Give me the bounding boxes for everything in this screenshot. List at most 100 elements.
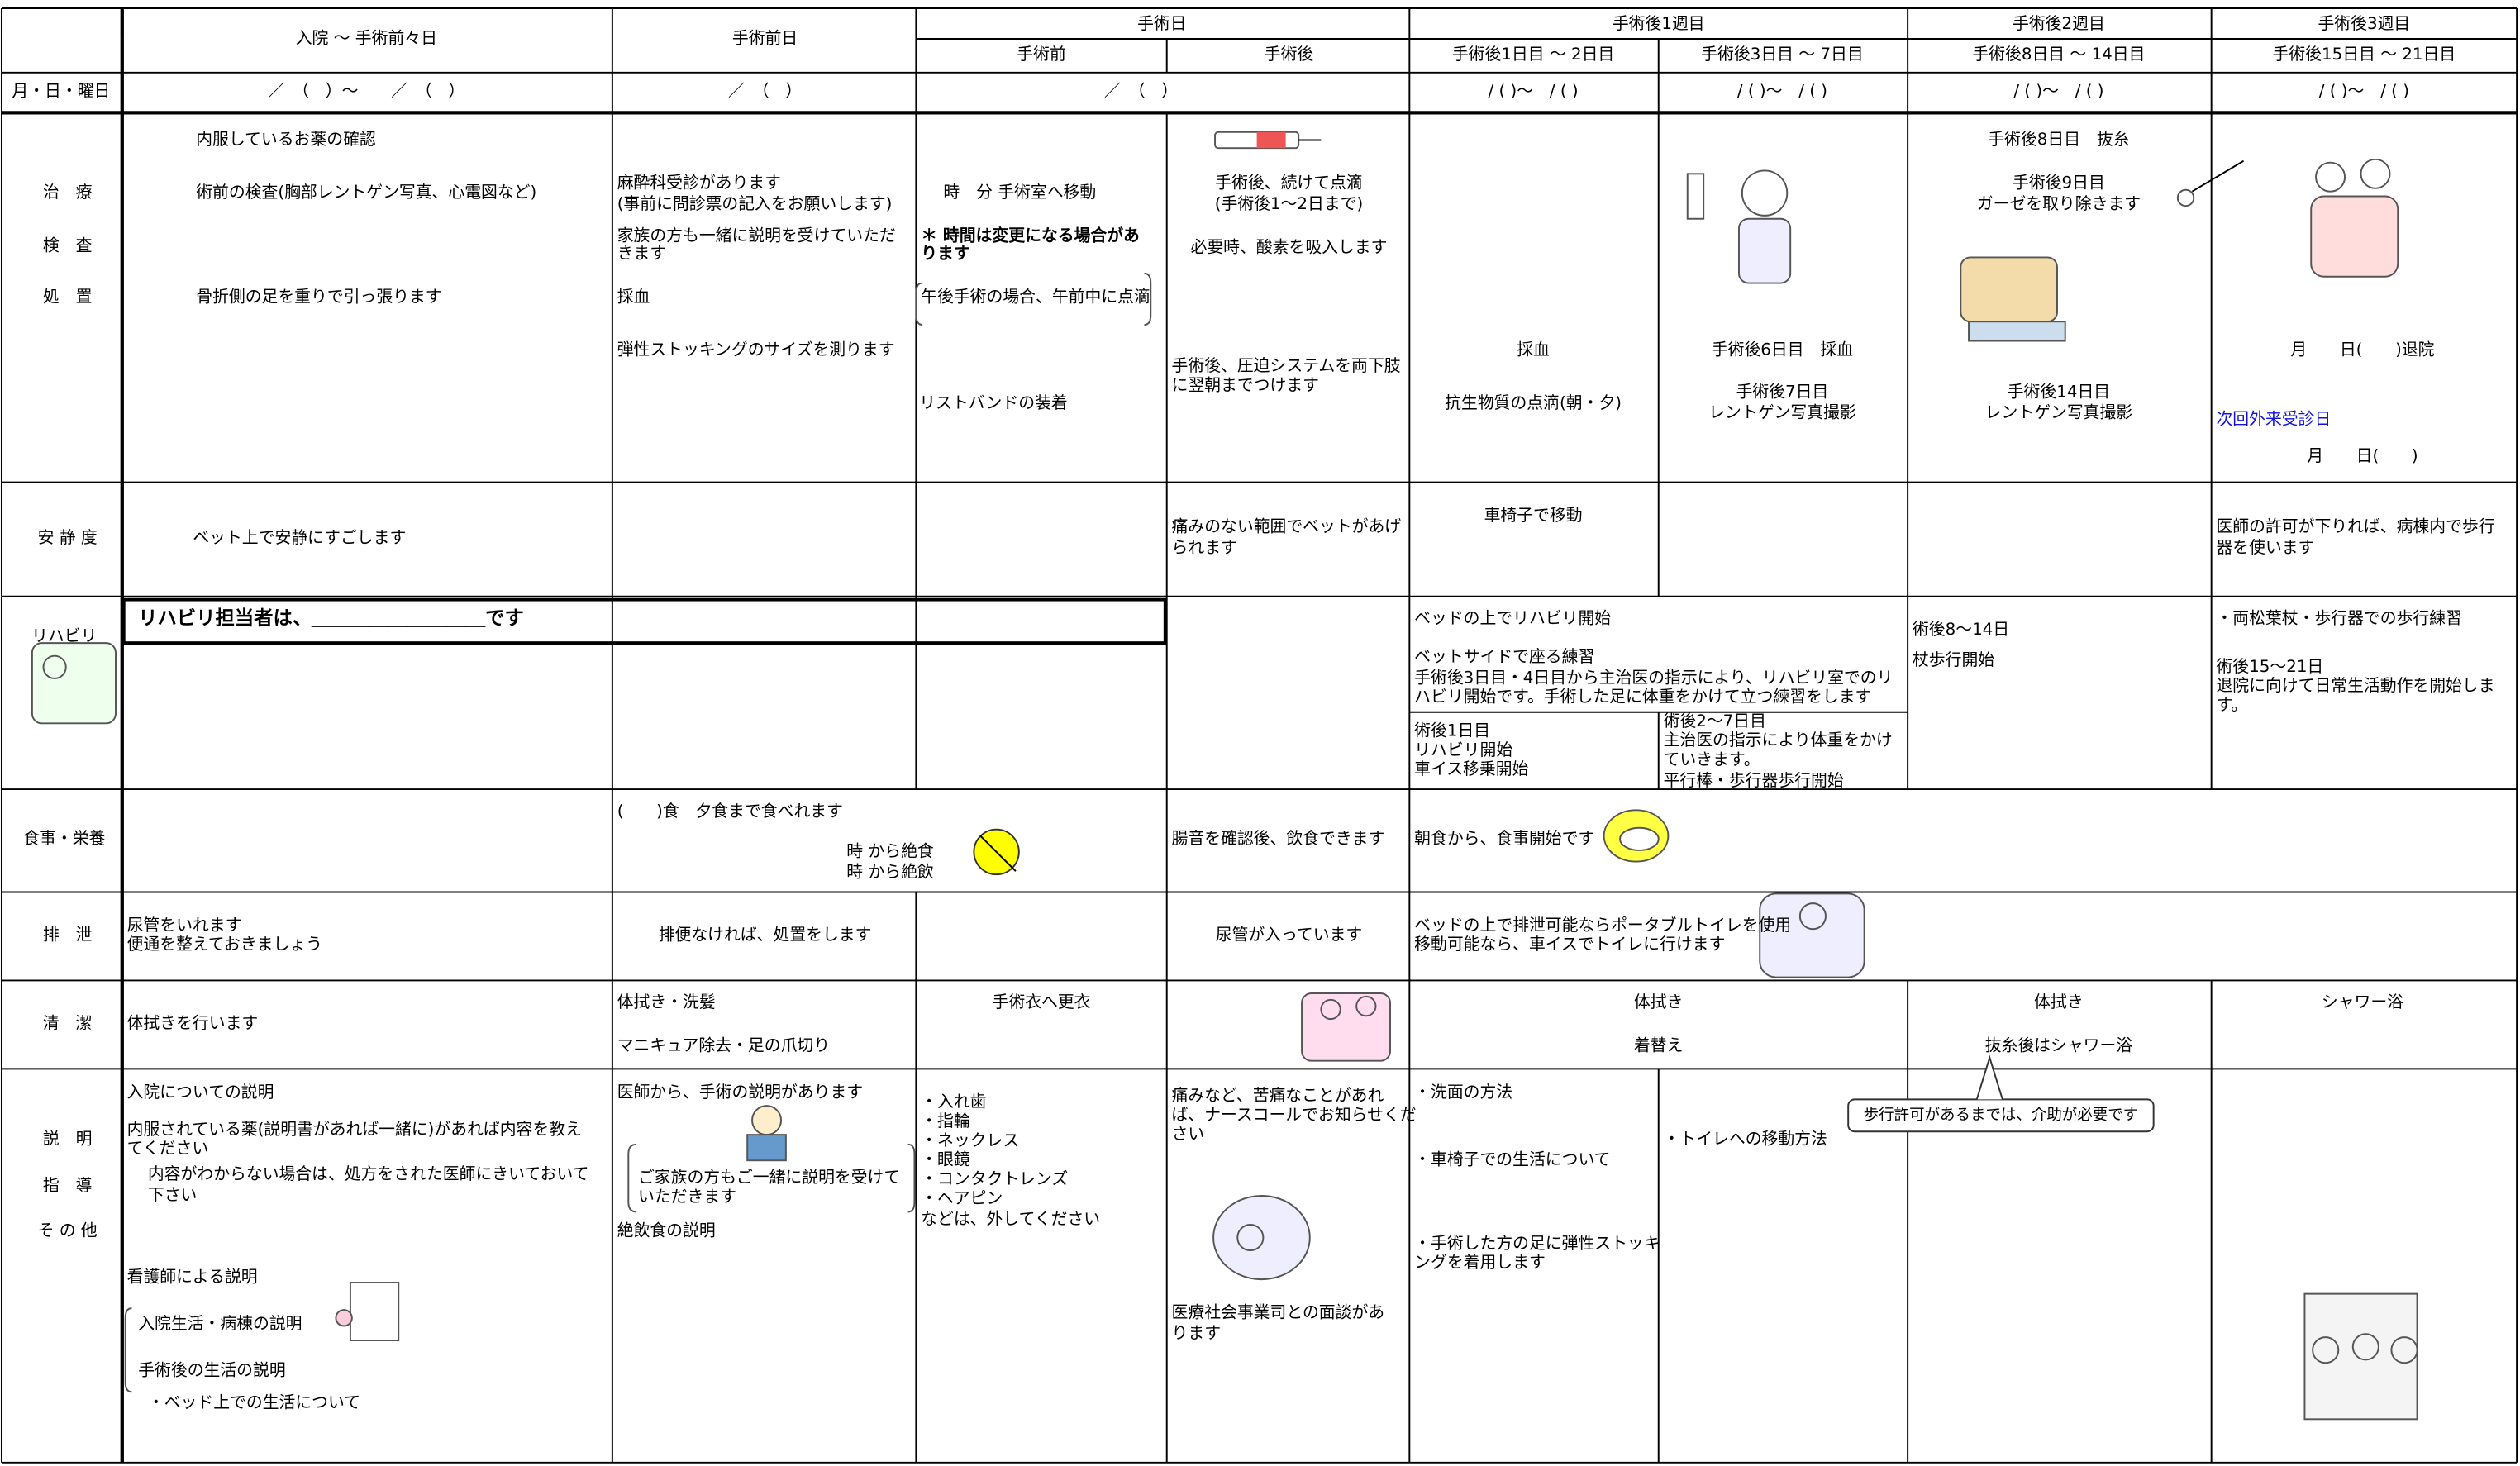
cell-text: ります — [921, 244, 969, 263]
cell-text: 術後8～14日 — [1913, 620, 2009, 639]
cell-text: ・コンタクトレンズ — [921, 1169, 1068, 1188]
cell-text: 器を使います — [2216, 538, 2314, 557]
cell-text: 手術後、続けて点滴 — [1215, 173, 1362, 192]
cell-text: 治 療 — [43, 183, 93, 202]
cell-text: ／ （ ）～ ／ （ ） — [268, 82, 464, 101]
cell-text: リハビリ — [31, 626, 97, 645]
table-grid — [0, 7, 2518, 1464]
cell-text: ・トイレへの移動方法 — [1664, 1129, 1827, 1148]
cell-text: ・ネックレス — [921, 1130, 1019, 1149]
cell-text: そ の 他 — [38, 1221, 98, 1240]
cell-text: 手術後15日目 ～ 21日目 — [2273, 45, 2456, 64]
cell-text: 手術後、圧迫システムを両下肢 — [1172, 356, 1401, 375]
cell-text: 必要時、酸素を吸入します — [1191, 237, 1388, 256]
cell-text: 絶飲食の説明 — [617, 1221, 716, 1240]
cell-text: 麻酔科受診があります — [617, 173, 781, 192]
cell-text: 清 潔 — [43, 1013, 92, 1032]
cell-text: 入院 ～ 手術前々日 — [296, 28, 437, 47]
cell-text: 時 から絶食 — [846, 841, 934, 860]
cell-text: / ( )～ / ( ) — [2319, 82, 2409, 101]
cell-text: 手術後6日目 採血 — [1712, 340, 1853, 359]
cell-text: 尿管をいれます — [127, 916, 242, 935]
cell-text: ／ （ ） — [728, 82, 802, 101]
cell-text: 手術後1日目 ～ 2日目 — [1452, 45, 1614, 64]
cell-text: マニキュア除去・足の爪切り — [617, 1036, 830, 1055]
cell-text: 術後1日目 — [1414, 721, 1490, 740]
cell-text: (事前に問診票の記入をお願いします) — [617, 194, 893, 213]
cell-text: 排便なければ、処置をします — [659, 926, 872, 945]
cell-text: 術後15～21日 — [2216, 657, 2323, 676]
cell-text: 体拭きを行います — [127, 1013, 259, 1032]
cell-text: 手術日 — [1137, 14, 1186, 33]
cell-text: 午後手術の場合、午前中に点滴 — [921, 288, 1150, 307]
cell-text: ご家族の方もご一緒に説明を受けて — [638, 1168, 900, 1187]
cell-text: 手術後の生活の説明 — [138, 1360, 285, 1379]
cell-text: 次回外来受診日 — [2216, 409, 2331, 428]
cell-text: ば、ナースコールでお知らせくだ — [1172, 1105, 1417, 1124]
texts: 入院 ～ 手術前々日 手術前日 手術日 手術後1週目 手術後2週目 手術後3週目… — [12, 14, 2494, 1411]
cell-text: 処 置 — [43, 288, 92, 307]
cell-text: さい — [1172, 1125, 1205, 1144]
cell-text: 医療社会事業司との面談があ — [1172, 1302, 1385, 1321]
cell-text: 手術後8日目 抜糸 — [1988, 130, 2129, 149]
cell-text: 安 静 度 — [38, 528, 98, 547]
cell-text: ベットサイドで座る練習 — [1414, 647, 1594, 666]
cell-text: 朝食から、食事開始です — [1414, 829, 1594, 848]
cell-text: ベッドの上でリハビリ開始 — [1414, 608, 1611, 627]
cell-text: 移動可能なら、車イスでトイレに行けます — [1414, 935, 1725, 954]
cell-text: 指 導 — [43, 1176, 92, 1195]
cell-text: ります — [1172, 1324, 1221, 1343]
cell-text: 看護師による説明 — [127, 1268, 258, 1287]
cell-text: 採血 — [1517, 340, 1550, 359]
cell-text: 手術衣へ更衣 — [993, 992, 1091, 1011]
cell-text: 主治医の指示により体重をかけ — [1664, 731, 1893, 750]
cell-text: に翌朝までつけます — [1172, 375, 1319, 394]
cell-text: 手術後 — [1265, 45, 1314, 64]
cell-text: 入院についての説明 — [127, 1083, 274, 1102]
cell-text: 手術後1週目 — [1613, 14, 1705, 33]
cell-text: ングを着用します — [1414, 1253, 1546, 1272]
cell-text: 車椅子で移動 — [1484, 506, 1583, 525]
cell-text: ( )食 夕食まで食べれます — [617, 802, 843, 821]
cell-text: 説 明 — [43, 1129, 92, 1148]
cell-text: 術前の検査(胸部レントゲン写真、心電図など) — [196, 183, 536, 202]
cell-text: 内服されている薬(説明書があれば一緒に)があれば内容を教え — [127, 1120, 582, 1139]
cell-text: 抜糸後はシャワー浴 — [1985, 1036, 2133, 1055]
cell-text: ／ （ ） — [1104, 82, 1178, 101]
cell-text: 手術後3日目・4日目から主治医の指示により、リハビリ室でのリ — [1414, 668, 1893, 687]
cell-text: られます — [1172, 538, 1237, 557]
cell-text: 尿管が入っています — [1216, 926, 1362, 945]
cell-text: ・入れ歯 — [921, 1092, 986, 1111]
cell-text: 歩行許可があるまでは、介助が必要です — [1864, 1107, 2138, 1124]
cell-text: 手術後3日目 ～ 7日目 — [1701, 45, 1863, 64]
cell-text: シャワー浴 — [2322, 992, 2403, 1011]
cell-text: 下さい — [148, 1186, 197, 1205]
cell-text: (手術後1～2日まで) — [1215, 194, 1363, 213]
illustrations — [31, 131, 2418, 1421]
cell-text: ＊ 時間は変更になる場合があ — [921, 226, 1140, 245]
cell-text: ・洗面の方法 — [1414, 1083, 1512, 1102]
cell-text: 痛みなど、苦痛なことがあれ — [1172, 1086, 1384, 1105]
cell-text: / ( )～ / ( ) — [1488, 82, 1578, 101]
cell-text: ・ベッド上での生活について — [148, 1392, 360, 1411]
cell-text: 排 泄 — [43, 926, 93, 945]
cell-text: 術後2～7日目 — [1664, 712, 1766, 731]
cell-text: / ( )～ / ( ) — [2013, 82, 2103, 101]
cell-text: てください — [127, 1139, 209, 1158]
cell-text: 食事・栄養 — [23, 829, 105, 848]
cell-text: 家族の方も一緒に説明を受けていただ — [617, 226, 896, 245]
cell-text: ・手術した方の足に弾性ストッキ — [1414, 1234, 1660, 1253]
cell-text: 体拭き・洗髪 — [617, 992, 716, 1011]
cell-text: 入院生活・病棟の説明 — [138, 1314, 302, 1333]
cell-text: 月 日( ) — [2307, 446, 2418, 465]
cell-text: 月・日・曜日 — [12, 82, 110, 101]
cell-text: 手術後2週目 — [2013, 14, 2105, 33]
cell-text: 体拭き — [2034, 992, 2083, 1011]
cell-text: レントゲン写真撮影 — [1985, 403, 2133, 422]
cell-text: ベット上で安静にすごします — [193, 528, 406, 547]
cell-text: 検 査 — [43, 236, 93, 255]
cell-text: リハビリ担当者は、＿＿＿＿＿＿＿＿＿です — [138, 606, 524, 629]
cell-text: 弾性ストッキングのサイズを測ります — [617, 340, 895, 359]
